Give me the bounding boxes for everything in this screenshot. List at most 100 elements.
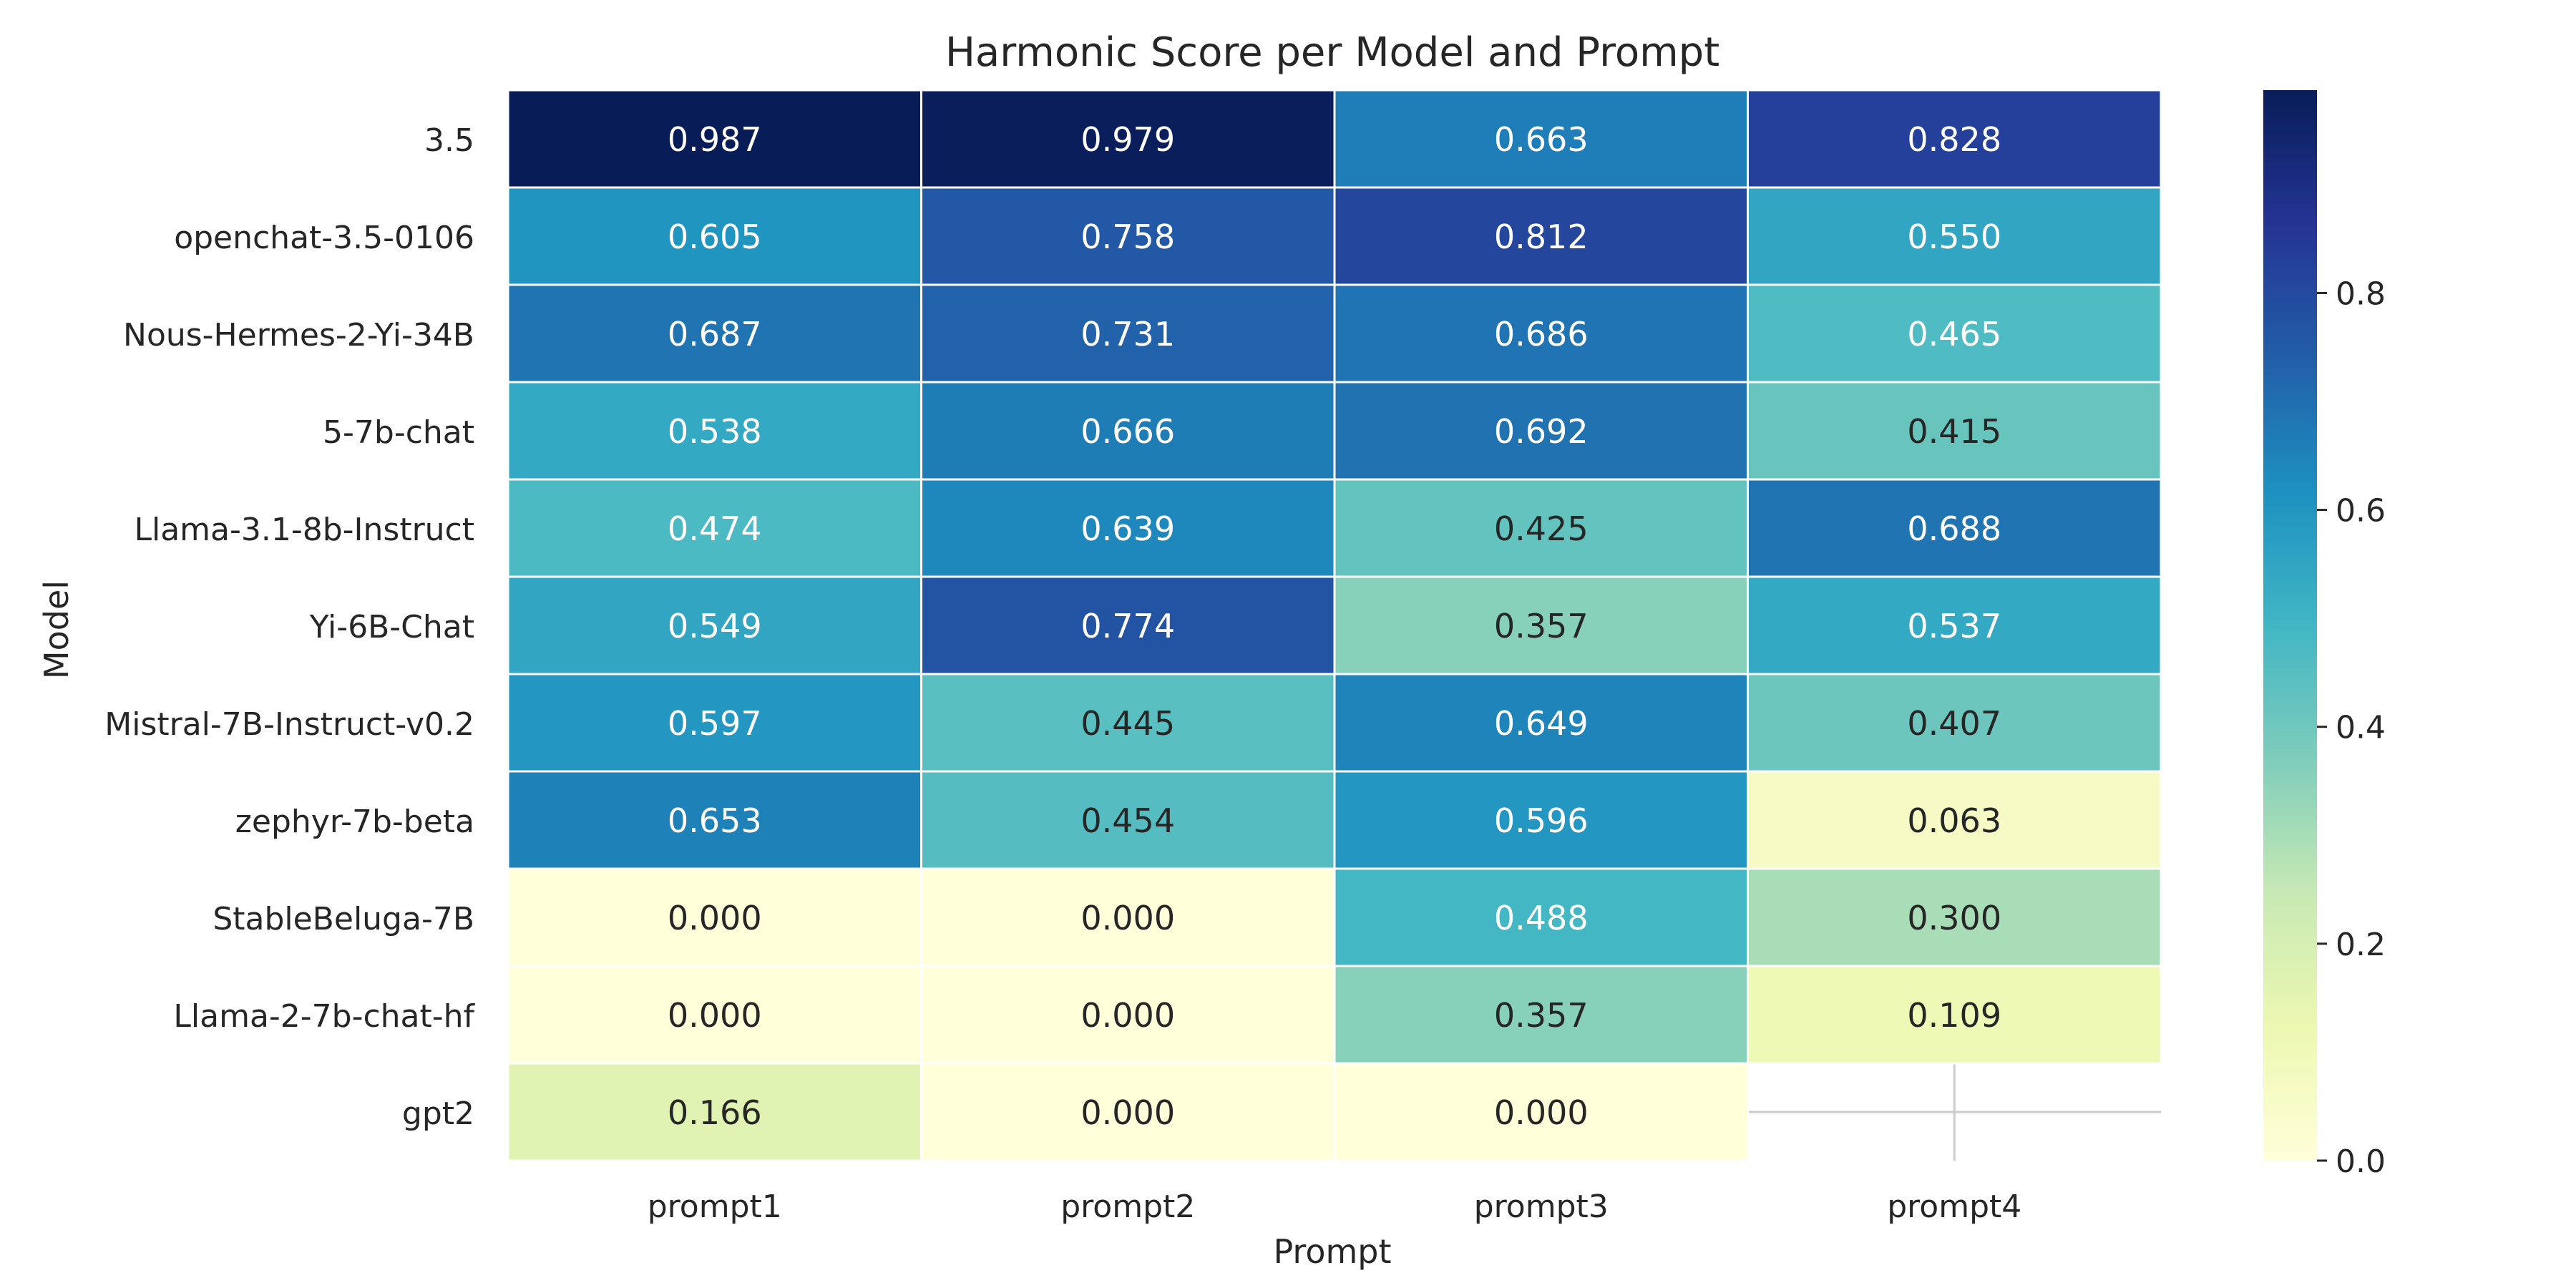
cell-value-label: 0.687 — [668, 315, 762, 353]
cell-value-label: 0.987 — [668, 120, 762, 159]
heatmap-cell — [920, 575, 1336, 675]
cell-value-label: 0.979 — [1080, 120, 1175, 159]
cell-value-label: 0.357 — [1494, 996, 1589, 1035]
heatmap-cell — [1747, 575, 2162, 675]
heatmap-cell — [1333, 186, 1749, 286]
cell-value-label: 0.425 — [1494, 509, 1589, 548]
cell-value-label: 0.812 — [1494, 218, 1589, 256]
cell-value-label: 0.653 — [668, 801, 762, 840]
row-tick-label: Mistral-7B-Instruct-v0.2 — [104, 706, 474, 743]
heatmap-cell — [1333, 381, 1749, 481]
cell-value-label: 0.758 — [1080, 218, 1175, 256]
row-tick-label: Nous-Hermes-2-Yi-34B — [123, 317, 474, 353]
row-tick-label: 5-7b-chat — [323, 414, 474, 451]
heatmap-cell — [1747, 770, 2162, 870]
column-labels: prompt1 prompt2 prompt3 prompt4 — [648, 1189, 2022, 1225]
heatmap-cell — [1747, 673, 2162, 773]
colorbar-tick-label: 0.0 — [2336, 1143, 2386, 1180]
heatmap-cell — [1333, 1062, 1749, 1162]
cell-value-label: 0.649 — [1494, 704, 1589, 743]
cell-value-label: 0.828 — [1907, 120, 2001, 159]
heatmap-cell — [507, 89, 922, 189]
cell-value-label: 0.415 — [1907, 412, 2001, 451]
row-tick-label: 3.5 — [424, 122, 474, 159]
heatmap-cell — [507, 478, 922, 578]
heatmap-cell — [1747, 965, 2162, 1065]
cell-value-label: 0.666 — [1080, 412, 1175, 451]
cell-value-label: 0.692 — [1494, 412, 1589, 451]
heatmap-cell — [920, 186, 1336, 286]
cell-value-label: 0.537 — [1907, 607, 2001, 645]
heatmap-cell — [507, 673, 922, 773]
row-labels: 3.5 openchat-3.5-0106 Nous-Hermes-2-Yi-34B… — [104, 122, 475, 1132]
cell-value-label: 0.300 — [1907, 899, 2001, 937]
cell-value-label: 0.000 — [668, 899, 762, 937]
cell-value-label: 0.474 — [668, 509, 762, 548]
cell-value-label: 0.774 — [1080, 607, 1175, 645]
cell-value-label: 0.000 — [1080, 899, 1175, 937]
colorbar-tick-label: 0.2 — [2336, 927, 2386, 963]
colorbar: 0.0 0.2 0.4 0.6 0.8 — [2263, 90, 2386, 1180]
heatmap-cell — [1747, 867, 2162, 967]
y-axis-label: Model — [37, 580, 76, 679]
colorbar-tick-label: 0.6 — [2336, 493, 2386, 530]
cell-value-label: 0.639 — [1080, 509, 1175, 548]
row-tick-label: Llama-2-7b-chat-hf — [173, 998, 475, 1035]
column-tick-label: prompt3 — [1474, 1189, 1609, 1225]
heatmap-cell — [1333, 770, 1749, 870]
column-tick-label: prompt4 — [1887, 1189, 2021, 1225]
heatmap-cell — [1333, 965, 1749, 1065]
cell-value-label: 0.109 — [1907, 996, 2001, 1035]
heatmap-cell — [920, 673, 1336, 773]
column-tick-label: prompt2 — [1060, 1189, 1195, 1225]
heatmap-cell — [507, 1062, 922, 1162]
heatmap-cell — [1747, 186, 2162, 286]
heatmap-cell — [920, 1062, 1336, 1162]
row-tick-label: zephyr-7b-beta — [235, 804, 474, 840]
row-tick-label: Yi-6B-Chat — [309, 609, 474, 645]
plot-area: 0.987 0.979 0.663 0.828 0.605 0.758 0.812 0.550… — [507, 89, 2162, 1162]
cell-value-label: 0.000 — [1494, 1093, 1589, 1132]
row-tick-label: openchat-3.5-0106 — [174, 220, 474, 256]
cell-value-label: 0.407 — [1907, 704, 2001, 743]
heatmap-cell — [920, 478, 1336, 578]
chart-title: Harmonic Score per Model and Prompt — [945, 29, 1719, 76]
cell-value-label: 0.731 — [1080, 315, 1175, 353]
cell-value-label: 0.445 — [1080, 704, 1175, 743]
heatmap-cell — [1747, 283, 2162, 384]
row-tick-label: gpt2 — [402, 1096, 474, 1132]
cell-value-label: 0.550 — [1907, 218, 2001, 256]
cell-value-label: 0.000 — [1080, 1093, 1175, 1132]
row-tick-label: StableBeluga-7B — [213, 901, 474, 937]
cell-value-label: 0.596 — [1494, 801, 1589, 840]
colorbar-tick-label: 0.4 — [2336, 710, 2386, 746]
cell-value-label: 0.063 — [1907, 801, 2001, 840]
heatmap-cell — [920, 381, 1336, 481]
cell-value-label: 0.688 — [1907, 509, 2001, 548]
colorbar-gradient — [2263, 90, 2317, 1161]
cell-value-label: 0.488 — [1494, 899, 1589, 937]
heatmap-cell — [1747, 89, 2162, 189]
heatmap-cells: 0.987 0.979 0.663 0.828 0.605 0.758 0.812 0.550… — [507, 89, 2162, 1162]
heatmap-cell — [920, 283, 1336, 384]
cell-value-label: 0.357 — [1494, 607, 1589, 645]
cell-value-label: 0.000 — [1080, 996, 1175, 1035]
heatmap-cell — [1747, 381, 2162, 481]
cell-value-label: 0.538 — [668, 412, 762, 451]
x-axis-label: Prompt — [1273, 1232, 1391, 1271]
heatmap-cell — [920, 965, 1336, 1065]
heatmap-cell — [1333, 575, 1749, 675]
heatmap-cell — [920, 89, 1336, 189]
heatmap-cell — [1333, 867, 1749, 967]
cell-value-label: 0.000 — [668, 996, 762, 1035]
cell-value-label: 0.465 — [1907, 315, 2001, 353]
cell-value-label: 0.454 — [1080, 801, 1175, 840]
heatmap-cell — [1333, 673, 1749, 773]
heatmap-cell — [507, 575, 922, 675]
heatmap-cell — [1333, 89, 1749, 189]
column-tick-label: prompt1 — [648, 1189, 782, 1225]
row-tick-label: Llama-3.1-8b-Instruct — [134, 512, 474, 548]
cell-value-label: 0.686 — [1494, 315, 1589, 353]
cell-value-label: 0.663 — [1494, 120, 1589, 159]
heatmap-cell — [507, 381, 922, 481]
